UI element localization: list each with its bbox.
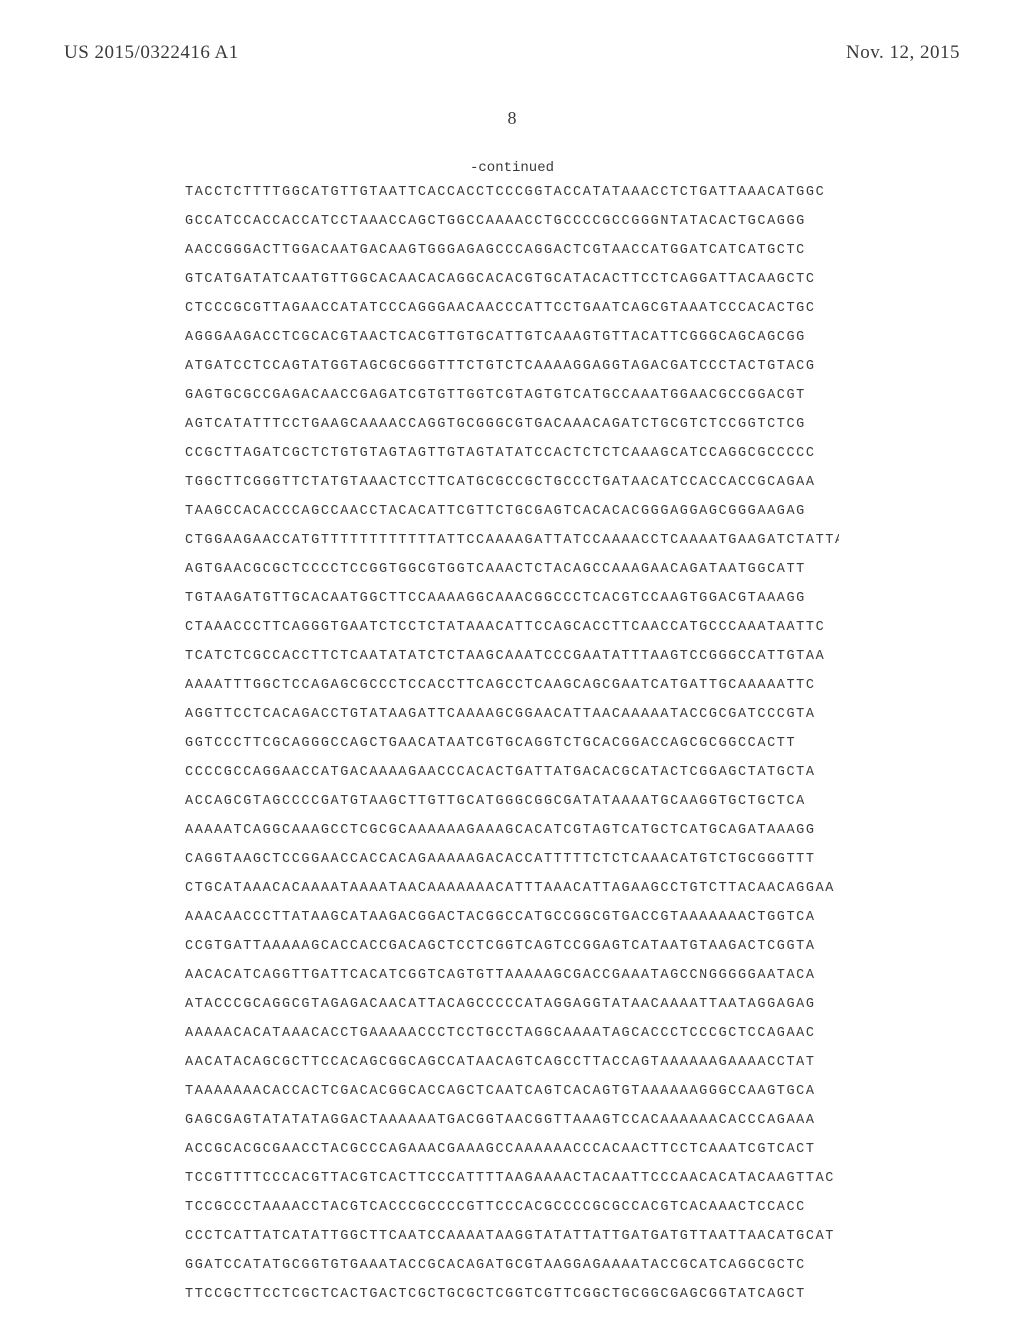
publication-number: US 2015/0322416 A1 bbox=[64, 42, 239, 64]
continued-label: -continued bbox=[0, 160, 1024, 176]
page-number: 8 bbox=[0, 108, 1024, 129]
sequence-listing: TACCTCTTTTGGCATGTTGTAATTCACCACCTCCCGGTAC… bbox=[185, 178, 839, 1309]
publication-date: Nov. 12, 2015 bbox=[846, 42, 960, 64]
page-container: US 2015/0322416 A1 Nov. 12, 2015 8 -cont… bbox=[0, 0, 1024, 1320]
